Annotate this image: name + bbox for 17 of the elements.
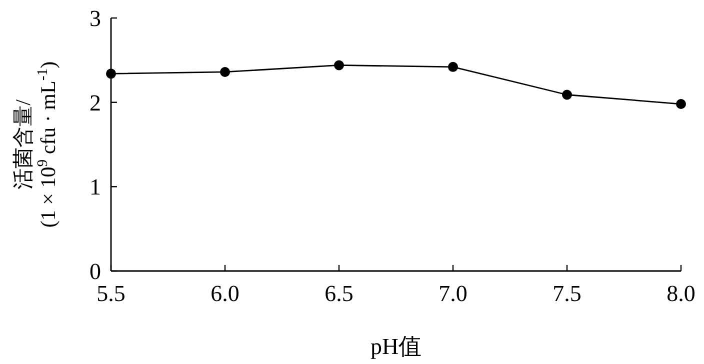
y-tick-label: 0 <box>90 259 101 284</box>
x-tick-label: 7.0 <box>438 281 468 306</box>
y-tick-label: 2 <box>90 90 101 116</box>
y-tick-label: 3 <box>90 6 101 31</box>
point <box>676 99 686 110</box>
x-tick-label: 7.5 <box>552 281 582 306</box>
y-tick-label: 1 <box>90 174 101 200</box>
x-tick-label: 6.5 <box>324 281 354 306</box>
point <box>562 90 572 100</box>
x-tick-label: 8.0 <box>666 281 696 306</box>
x-tick-label: 5.5 <box>96 281 126 306</box>
point <box>334 60 344 70</box>
point <box>448 62 458 72</box>
point <box>220 66 230 77</box>
point <box>106 68 116 79</box>
x-tick-label: 6.0 <box>210 281 240 306</box>
x-axis-title: pH值 <box>370 334 422 359</box>
